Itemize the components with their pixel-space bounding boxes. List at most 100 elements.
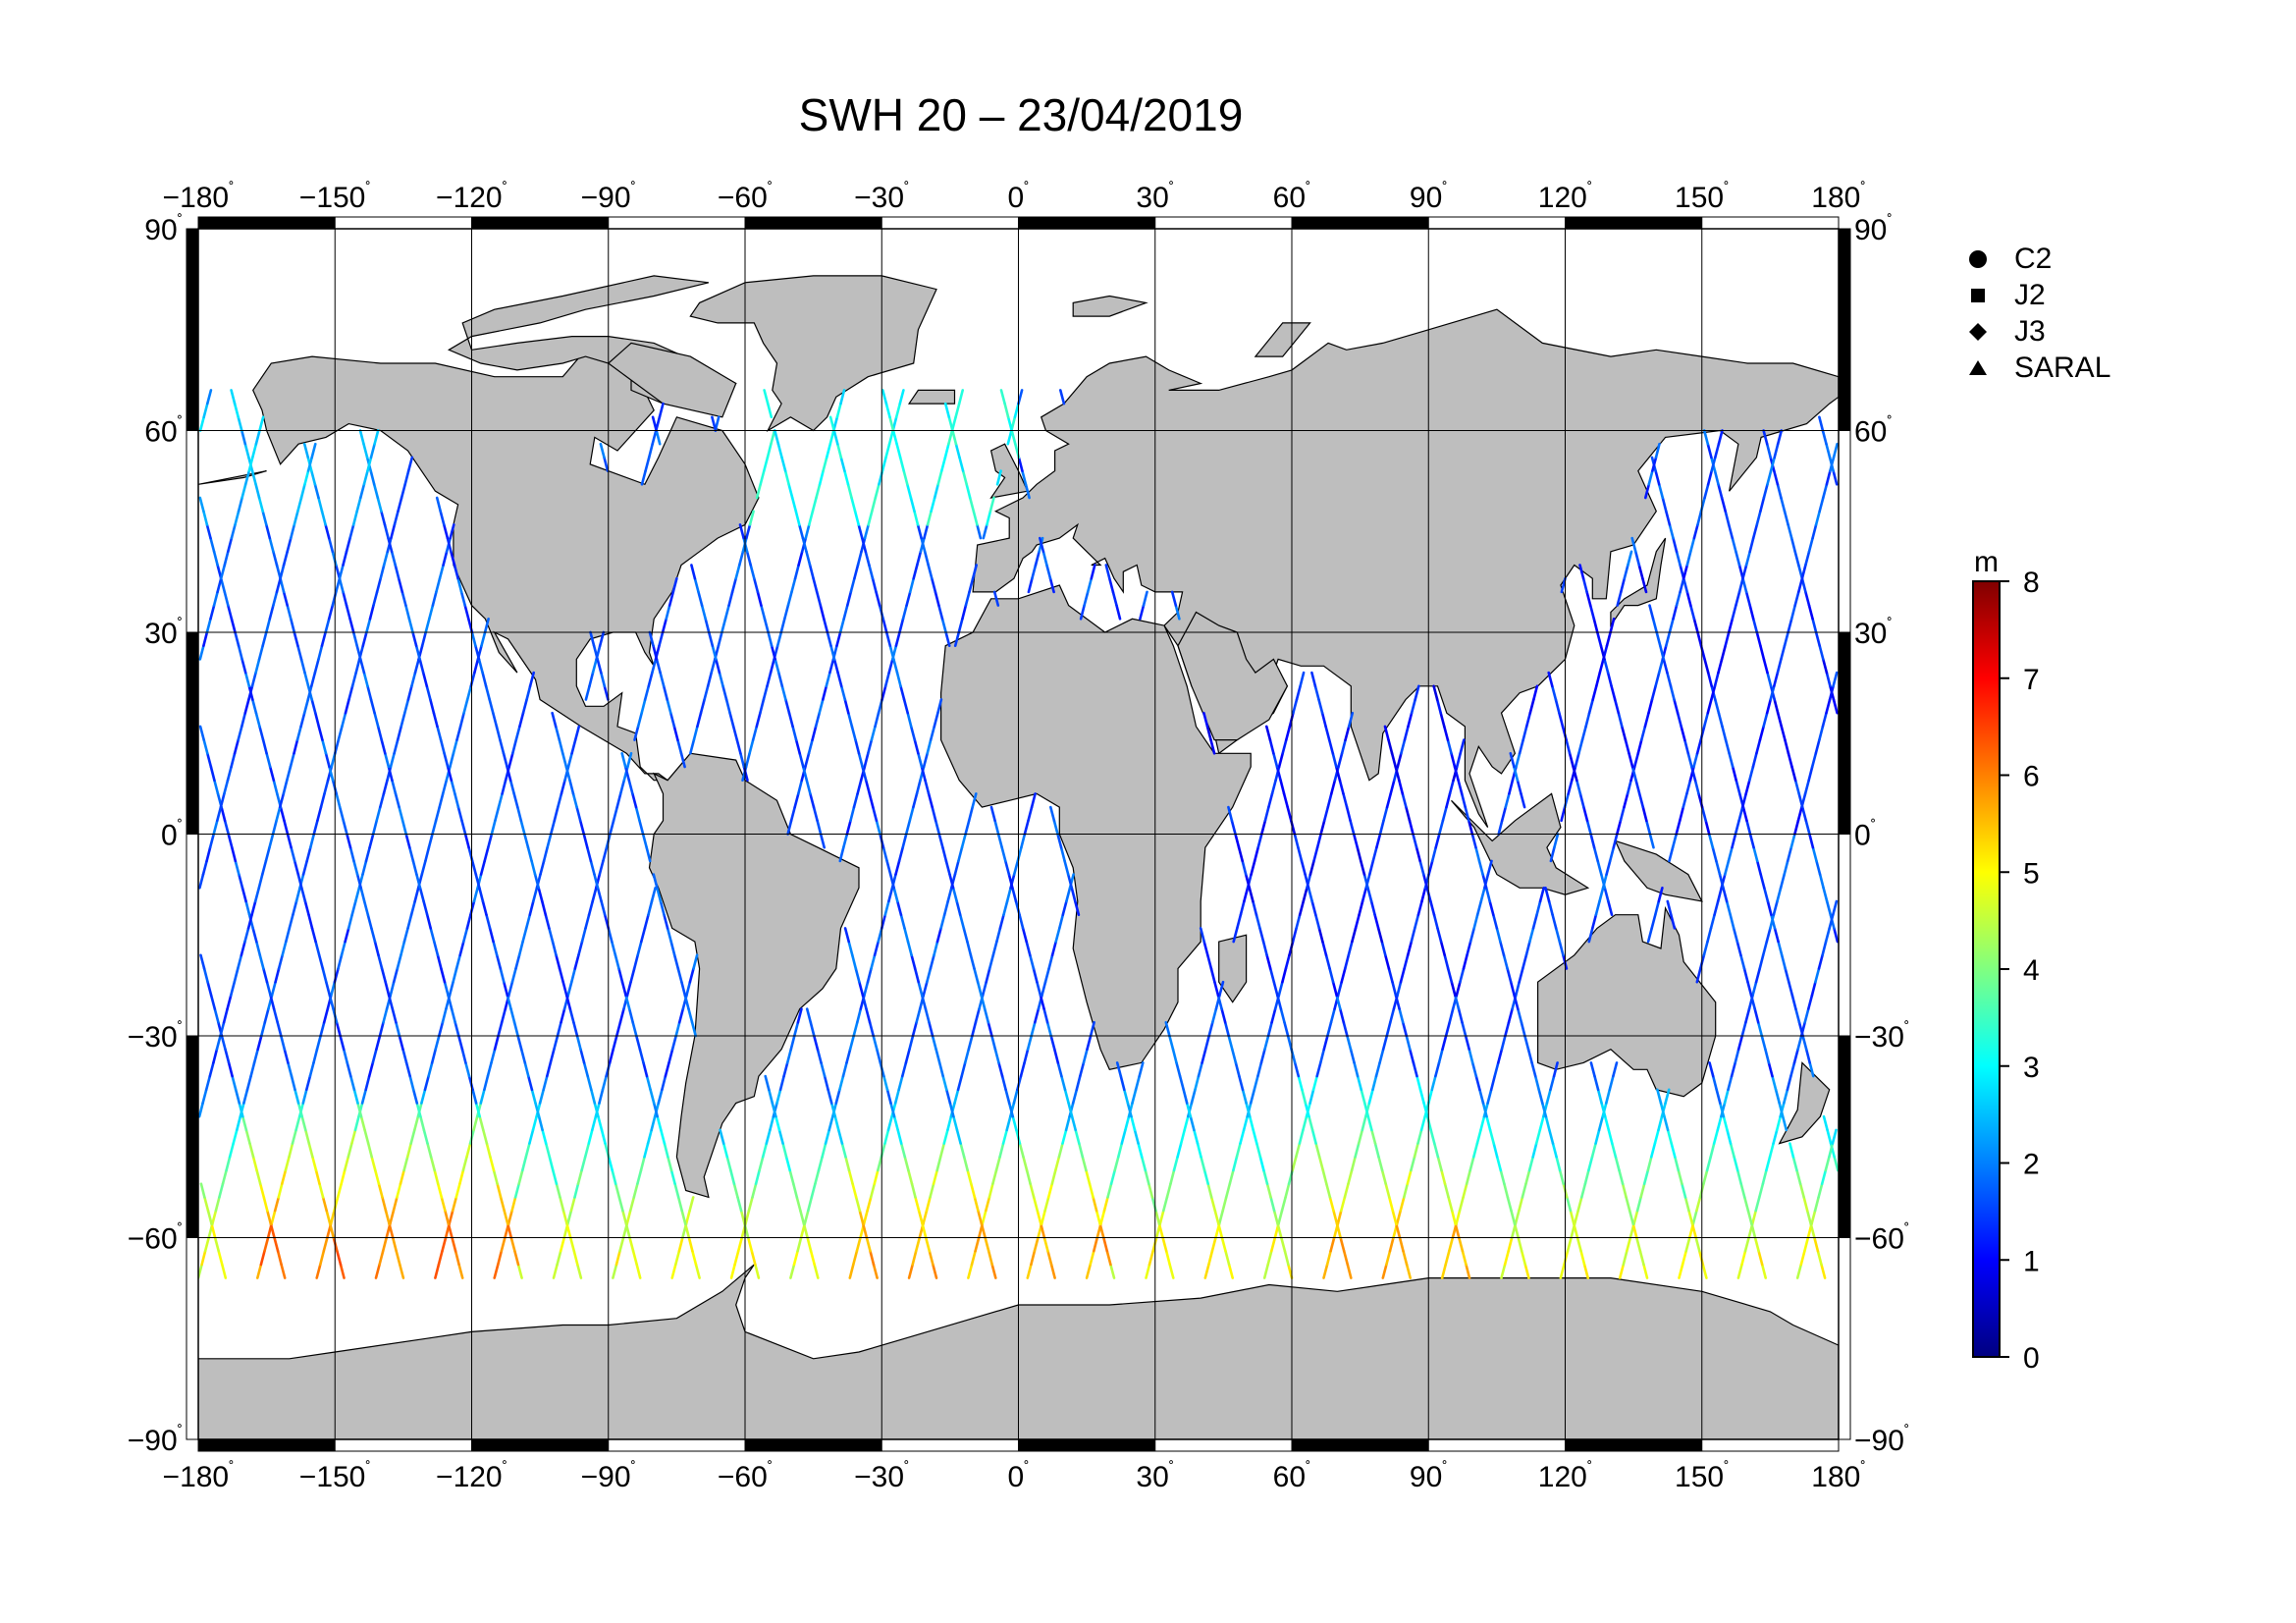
track-segment xyxy=(389,980,396,998)
track-segment xyxy=(1825,671,1832,688)
track-segment xyxy=(1061,1128,1068,1145)
track-segment xyxy=(1124,1114,1131,1132)
track-segment xyxy=(752,576,760,594)
track-segment xyxy=(1054,927,1061,944)
track-segment xyxy=(974,1236,981,1253)
track-segment xyxy=(957,845,964,863)
track-segment xyxy=(202,510,209,526)
track-segment xyxy=(373,940,380,957)
track-segment xyxy=(1279,1007,1286,1024)
track-segment xyxy=(1123,1088,1130,1105)
track-segment xyxy=(1361,1114,1367,1132)
track-segment xyxy=(492,940,499,957)
track-segment xyxy=(1039,994,1045,1010)
track-segment xyxy=(1356,845,1362,863)
track-segment xyxy=(647,899,654,917)
track-segment xyxy=(736,1236,744,1253)
track-segment xyxy=(1347,940,1354,957)
track-segment xyxy=(1370,1128,1377,1145)
track-segment xyxy=(1682,564,1689,580)
track-segment xyxy=(614,1249,621,1267)
track-segment xyxy=(1729,1142,1735,1159)
track-segment xyxy=(1795,1168,1802,1185)
track-segment xyxy=(875,1048,882,1064)
track-segment xyxy=(1735,1168,1742,1185)
track-segment xyxy=(770,429,776,446)
track-segment xyxy=(484,684,492,701)
track-segment xyxy=(461,927,469,944)
track-segment xyxy=(1203,1034,1210,1051)
track-segment xyxy=(450,1007,457,1024)
track-segment xyxy=(253,886,261,903)
track-segment xyxy=(615,792,622,809)
track-segment xyxy=(1578,792,1585,809)
track-segment xyxy=(1628,751,1634,769)
satellite-track xyxy=(1026,1021,1095,1279)
track-segment xyxy=(1102,1236,1109,1253)
track-segment xyxy=(976,523,983,540)
track-segment xyxy=(684,1209,691,1226)
track-segment xyxy=(420,630,428,648)
track-segment xyxy=(500,1007,507,1024)
track-segment xyxy=(1706,442,1713,460)
track-segment xyxy=(198,873,205,890)
track-segment xyxy=(1020,833,1027,849)
track-segment xyxy=(530,1088,537,1105)
track-segment xyxy=(1591,684,1598,701)
track-segment xyxy=(296,873,303,890)
track-segment xyxy=(1673,698,1680,715)
track-segment xyxy=(1635,1196,1642,1213)
track-segment xyxy=(1653,1128,1660,1145)
track-segment xyxy=(731,725,739,741)
track-segment xyxy=(1695,967,1702,984)
lon-tick-label-bottom: 60˚ xyxy=(1273,1460,1311,1493)
track-segment xyxy=(920,994,928,1010)
track-segment xyxy=(269,994,276,1010)
track-segment xyxy=(456,1034,464,1051)
track-segment xyxy=(355,644,362,661)
track-segment xyxy=(1005,1114,1012,1132)
track-segment xyxy=(240,711,247,729)
lon-tick-label-bottom: −30˚ xyxy=(854,1460,909,1493)
track-segment xyxy=(598,859,605,876)
track-segment xyxy=(836,671,843,688)
track-segment xyxy=(825,671,831,688)
track-segment xyxy=(289,523,296,540)
track-segment xyxy=(275,805,282,823)
track-segment xyxy=(1717,429,1724,446)
track-segment xyxy=(1754,1196,1761,1213)
track-segment xyxy=(1210,1236,1217,1253)
track-segment xyxy=(296,644,303,661)
track-segment xyxy=(430,1048,438,1064)
satellite-track xyxy=(943,402,1175,1279)
track-segment xyxy=(812,805,819,823)
track-segment xyxy=(683,994,690,1010)
track-segment xyxy=(955,1128,962,1145)
track-segment xyxy=(790,576,797,594)
track-segment xyxy=(1828,1142,1835,1159)
track-segment xyxy=(1416,899,1423,917)
track-segment xyxy=(1444,1021,1451,1038)
track-segment xyxy=(1717,658,1724,675)
track-segment xyxy=(898,456,906,472)
track-segment xyxy=(1783,630,1789,648)
track-segment xyxy=(560,1007,566,1024)
track-segment xyxy=(1330,779,1337,795)
track-segment xyxy=(507,751,514,769)
track-segment xyxy=(1691,1209,1698,1226)
track-segment xyxy=(887,429,895,446)
track-segment xyxy=(1607,899,1614,917)
track-segment xyxy=(208,833,215,849)
track-segment xyxy=(982,523,988,540)
track-segment xyxy=(204,1074,212,1092)
track-segment xyxy=(767,630,774,648)
track-segment xyxy=(1317,927,1324,944)
track-segment xyxy=(1354,913,1361,930)
track-segment xyxy=(315,1034,322,1051)
track-segment xyxy=(939,456,947,472)
track-segment xyxy=(976,980,984,998)
track-segment xyxy=(1627,550,1633,567)
track-segment xyxy=(243,698,250,715)
track-segment xyxy=(390,550,398,567)
frame-segment xyxy=(1565,1438,1703,1452)
